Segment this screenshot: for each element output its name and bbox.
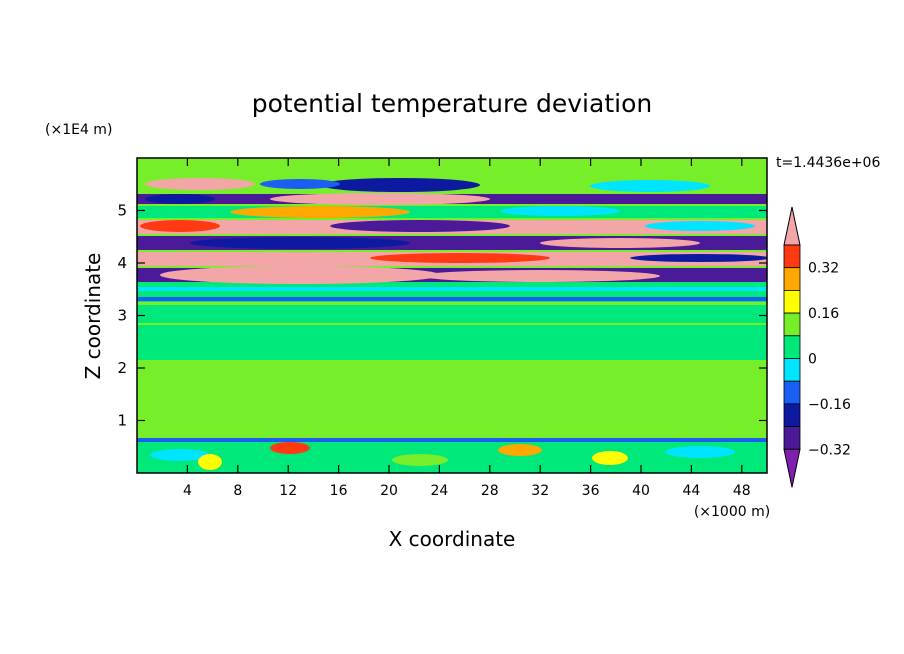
- y-unit-label: (×1E4 m): [45, 122, 112, 138]
- colorbar: 0.32 0.16 0 −0.16 −0.32: [783, 206, 851, 488]
- colorbar-tick-label: 0.16: [808, 306, 839, 322]
- x-tick-label: 12: [279, 483, 297, 499]
- x-axis-label: X coordinate: [389, 527, 516, 551]
- y-axis-label: Z coordinate: [81, 253, 105, 380]
- colorbar-segment: [783, 426, 801, 450]
- y-tick-label: 1: [117, 412, 127, 430]
- x-axis-ticks: 4 8 12 16 20 24 28 32 36 40 44 48: [183, 158, 751, 499]
- time-label: t=1.4436e+06: [776, 155, 880, 171]
- colorbar-segment: [783, 267, 801, 291]
- y-tick-label: 2: [117, 359, 127, 377]
- x-tick-label: 48: [733, 483, 751, 499]
- colorbar-segment: [783, 312, 801, 337]
- colorbar-min-arrow: [783, 448, 801, 488]
- colorbar-segment: [783, 289, 801, 314]
- colorbar-tick-label: −0.16: [808, 397, 851, 413]
- x-tick-label: 20: [380, 483, 398, 499]
- y-axis-ticks: 1 2 3 4 5: [117, 202, 767, 430]
- colorbar-tick-label: 0: [808, 352, 817, 368]
- colorbar-segment: [783, 244, 801, 269]
- x-tick-label: 44: [682, 483, 700, 499]
- y-tick-label: 3: [117, 307, 127, 325]
- contour-field: [137, 158, 767, 473]
- colorbar-tick-label: 0.32: [808, 261, 839, 277]
- colorbar-segment: [783, 403, 801, 427]
- x-tick-label: 36: [582, 483, 600, 499]
- y-tick-label: 5: [117, 202, 127, 220]
- x-tick-label: 4: [183, 483, 192, 499]
- x-unit-label: (×1000 m): [694, 504, 770, 520]
- x-tick-label: 28: [481, 483, 499, 499]
- colorbar-max-arrow: [783, 206, 801, 246]
- colorbar-segment: [783, 358, 801, 382]
- chart-title: potential temperature deviation: [252, 89, 652, 118]
- x-tick-label: 16: [330, 483, 348, 499]
- y-tick-label: 4: [117, 254, 127, 272]
- colorbar-segment: [783, 335, 801, 359]
- x-tick-label: 40: [632, 483, 650, 499]
- x-tick-label: 24: [430, 483, 448, 499]
- colorbar-tick-label: −0.32: [808, 442, 851, 458]
- colorbar-segment: [783, 380, 801, 405]
- x-tick-label: 32: [531, 483, 549, 499]
- x-tick-label: 8: [233, 483, 242, 499]
